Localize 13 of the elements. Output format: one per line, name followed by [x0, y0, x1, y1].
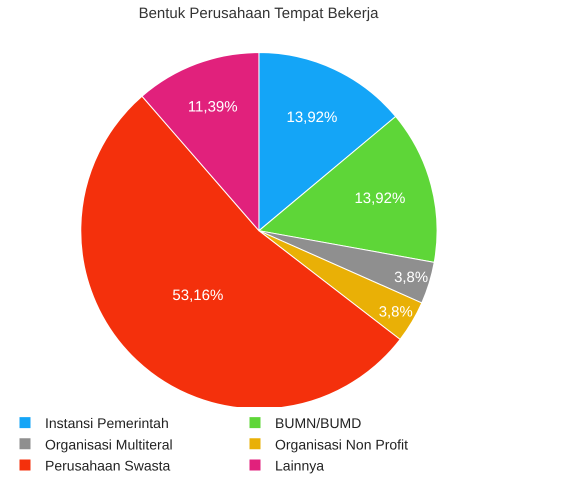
- data-label: 3,8%: [394, 270, 428, 286]
- legend-label: Instansi Pemerintah: [45, 415, 169, 432]
- legend-label: BUMN/BUMD: [275, 415, 362, 432]
- legend-label: Organisasi Non Profit: [275, 436, 408, 452]
- data-label: 53,16%: [172, 287, 224, 304]
- chart-title: Bentuk Perusahaan Tempat Bekerja: [138, 4, 380, 22]
- legend-label: Lainnya: [275, 457, 324, 474]
- legend-label: Organisasi Multiteral: [45, 436, 173, 452]
- data-label: 13,92%: [286, 108, 338, 126]
- data-label: 11,39%: [188, 98, 238, 116]
- legend-label: Perusahaan Swasta: [45, 457, 171, 474]
- data-label: 13,92%: [354, 190, 406, 208]
- data-label: 3,8%: [378, 304, 413, 321]
